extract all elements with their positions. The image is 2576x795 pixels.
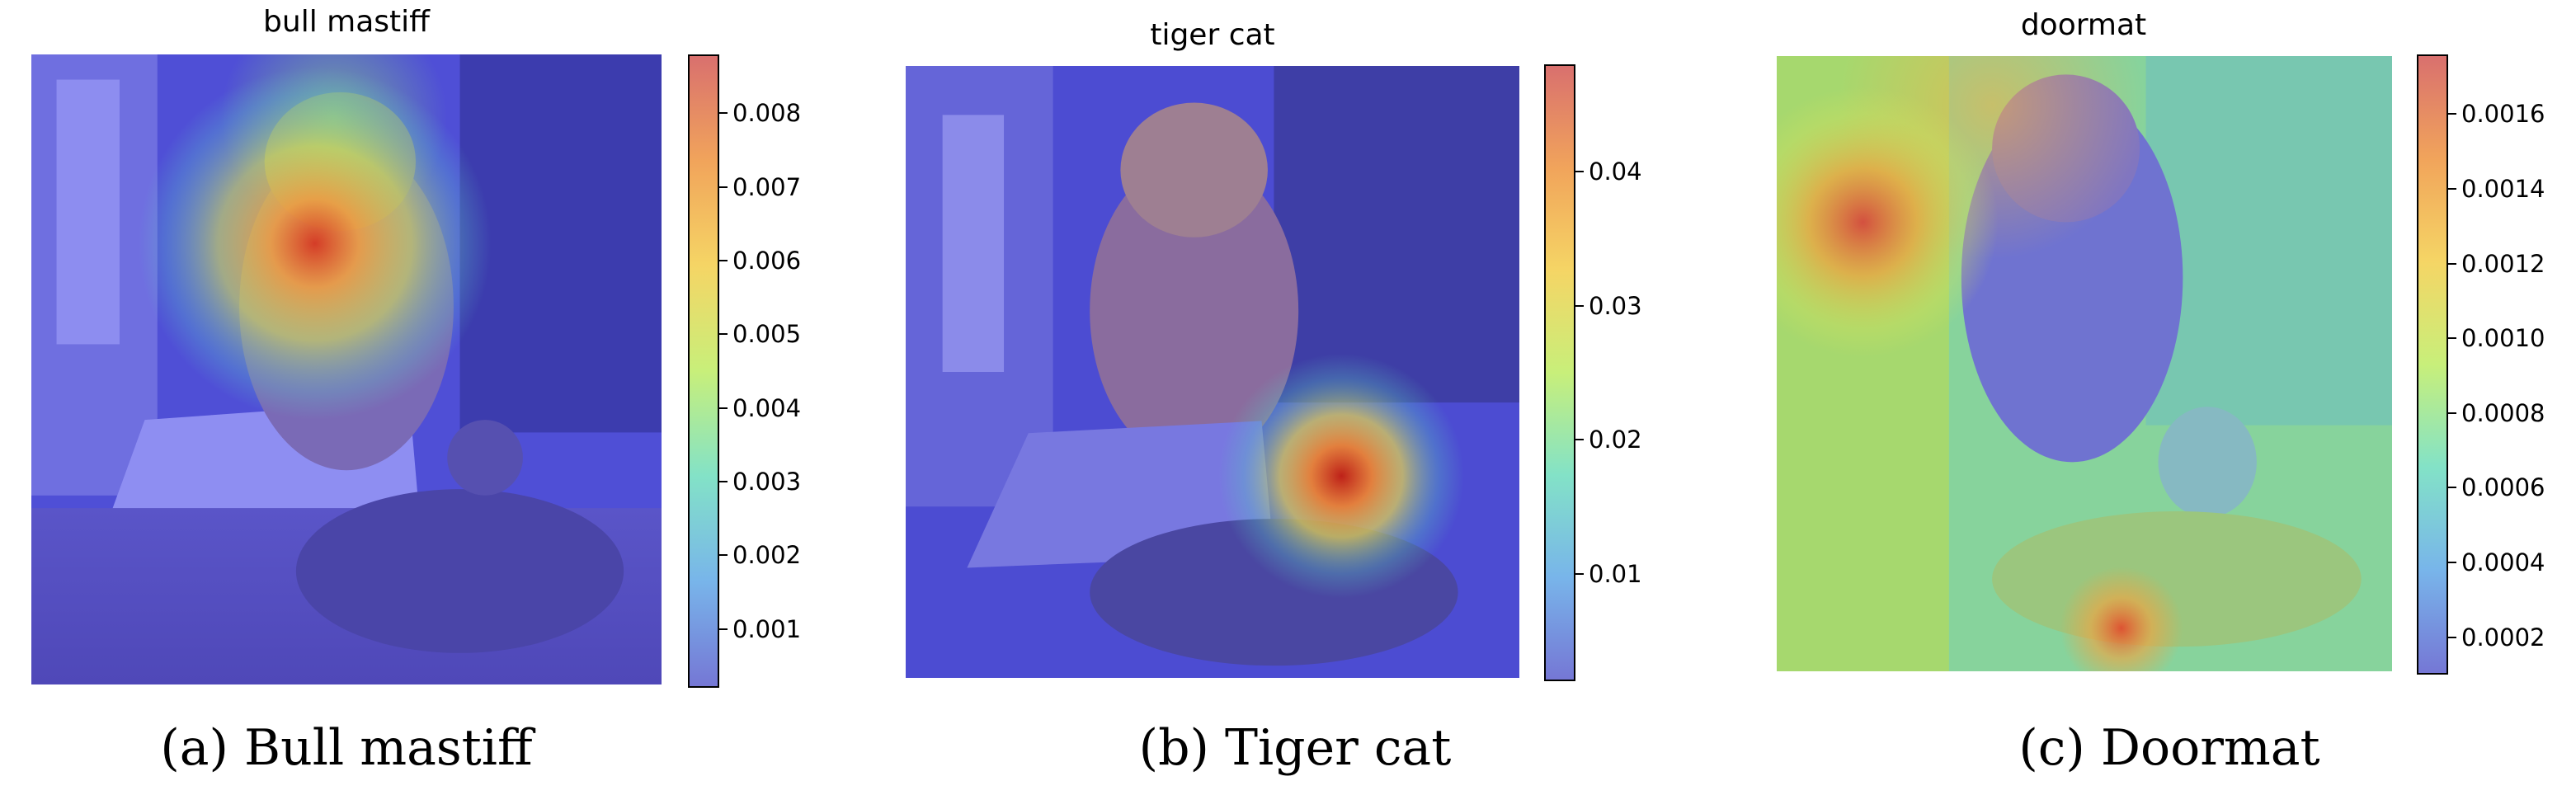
- colorbar-tick: [2446, 636, 2456, 638]
- colorbar-tick-label: 0.0006: [2461, 473, 2545, 502]
- panel-a-colorbar: [688, 54, 719, 688]
- panel-c-colorbar: [2417, 54, 2448, 675]
- colorbar-tick: [2446, 562, 2456, 564]
- colorbar-tick: [718, 186, 728, 188]
- colorbar-tick-label: 0.01: [1589, 559, 1642, 588]
- colorbar-tick-label: 0.03: [1589, 291, 1642, 320]
- colorbar-tick-label: 0.04: [1589, 158, 1642, 186]
- panel-b-caption: (b) Tiger cat: [1138, 719, 1452, 777]
- panel-a-title: bull mastiff: [263, 5, 430, 39]
- colorbar-tick: [718, 480, 728, 482]
- colorbar-tick: [2446, 113, 2456, 115]
- colorbar-tick-label: 0.0012: [2461, 249, 2545, 278]
- colorbar-tick-label: 0.02: [1589, 426, 1642, 454]
- colorbar-tick: [718, 260, 728, 262]
- colorbar-tick-label: 0.0014: [2461, 175, 2545, 204]
- colorbar-tick-label: 0.0016: [2461, 100, 2545, 129]
- colorbar-tick-label: 0.004: [732, 393, 802, 422]
- colorbar-tick: [1574, 304, 1584, 307]
- colorbar-tick-label: 0.0004: [2461, 548, 2545, 577]
- colorbar-tick-label: 0.002: [732, 541, 802, 570]
- colorbar-tick-label: 0.007: [732, 172, 802, 201]
- colorbar-tick: [2446, 337, 2456, 340]
- panel-a-caption: (a) Bull mastiff: [160, 719, 533, 777]
- panel-a-heatmap-image: [31, 54, 662, 684]
- colorbar-tick-label: 0.005: [732, 320, 802, 349]
- colorbar-tick: [718, 112, 728, 115]
- colorbar-tick-label: 0.003: [732, 467, 802, 496]
- colorbar-tick-label: 0.0010: [2461, 324, 2545, 353]
- colorbar-tick-label: 0.0002: [2461, 623, 2545, 652]
- colorbar-tick: [718, 554, 728, 557]
- colorbar-tick: [2446, 487, 2456, 489]
- colorbar-tick: [1574, 171, 1584, 173]
- panel-c-title: doormat: [2020, 8, 2147, 42]
- colorbar-tick: [1574, 572, 1584, 575]
- colorbar-tick: [718, 407, 728, 409]
- panel-b-colorbar: [1544, 64, 1575, 681]
- colorbar-tick-label: 0.006: [732, 247, 802, 275]
- panel-c-heatmap-image: [1777, 56, 2392, 671]
- colorbar-tick: [2446, 412, 2456, 414]
- colorbar-tick-label: 0.008: [732, 99, 802, 128]
- colorbar-tick: [718, 628, 728, 630]
- panel-b-heatmap-image: [906, 66, 1519, 678]
- colorbar-tick: [718, 333, 728, 336]
- colorbar-tick-label: 0.0008: [2461, 398, 2545, 427]
- colorbar-tick: [2446, 188, 2456, 191]
- colorbar-tick: [2446, 262, 2456, 265]
- colorbar-tick: [1574, 439, 1584, 441]
- colorbar-tick-label: 0.001: [732, 614, 802, 643]
- panel-b-title: tiger cat: [1150, 18, 1275, 52]
- panel-c-caption: (c) Doormat: [2018, 719, 2320, 777]
